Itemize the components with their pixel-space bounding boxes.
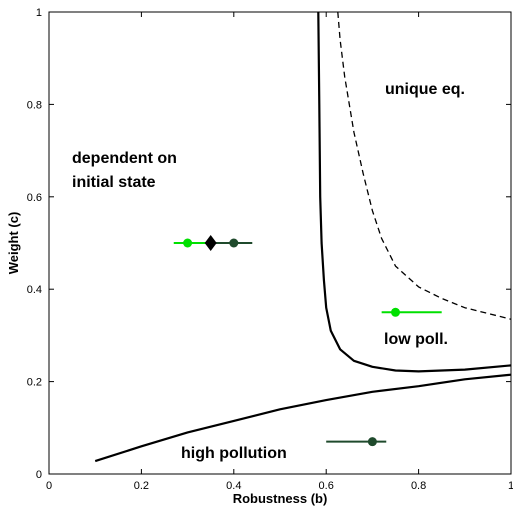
- x-tick-label: 0.6: [319, 480, 334, 492]
- y-axis-label: Weight (c): [6, 212, 21, 275]
- x-tick-label: 0.2: [134, 480, 149, 492]
- x-tick-label: 0.8: [411, 480, 426, 492]
- y-tick-label: 0.8: [27, 99, 42, 111]
- y-tick-label: 1: [36, 7, 42, 19]
- region-label-unique: unique eq.: [385, 81, 465, 98]
- circle-marker: [183, 238, 193, 248]
- region-label-low-poll: low poll.: [384, 331, 448, 348]
- boundary-curve-solid: [317, 11, 512, 373]
- x-tick-label: 1: [508, 480, 513, 492]
- boundary-curve-dashed: [337, 11, 512, 320]
- diamond-marker: [204, 235, 217, 251]
- boundary-curves: [94, 11, 512, 463]
- circle-marker: [229, 238, 239, 248]
- data-points: [173, 235, 442, 447]
- y-tick-label: 0.4: [27, 284, 42, 296]
- region-label-dependent-line2: initial state: [72, 174, 156, 191]
- x-tick-label: 0: [46, 480, 52, 492]
- x-axis-label: Robustness (b): [233, 491, 328, 506]
- region-label-dependent-line1: dependent on: [72, 150, 177, 167]
- plot-area: [48, 11, 512, 475]
- x-tick-label: 0.4: [226, 480, 241, 492]
- circle-marker: [367, 437, 377, 447]
- y-tick-label: 0.2: [27, 377, 42, 389]
- boundary-curve-solid: [94, 373, 512, 463]
- circle-marker: [391, 307, 400, 317]
- y-tick-label: 0.6: [27, 192, 42, 204]
- y-tick-label: 0: [36, 469, 42, 481]
- region-label-high-pollution: high pollution: [181, 445, 287, 462]
- axis-ticks: 0 0.2 0.4 0.6 0.8 1 0 0.2 0.4 0.6 0.8 1: [27, 7, 513, 492]
